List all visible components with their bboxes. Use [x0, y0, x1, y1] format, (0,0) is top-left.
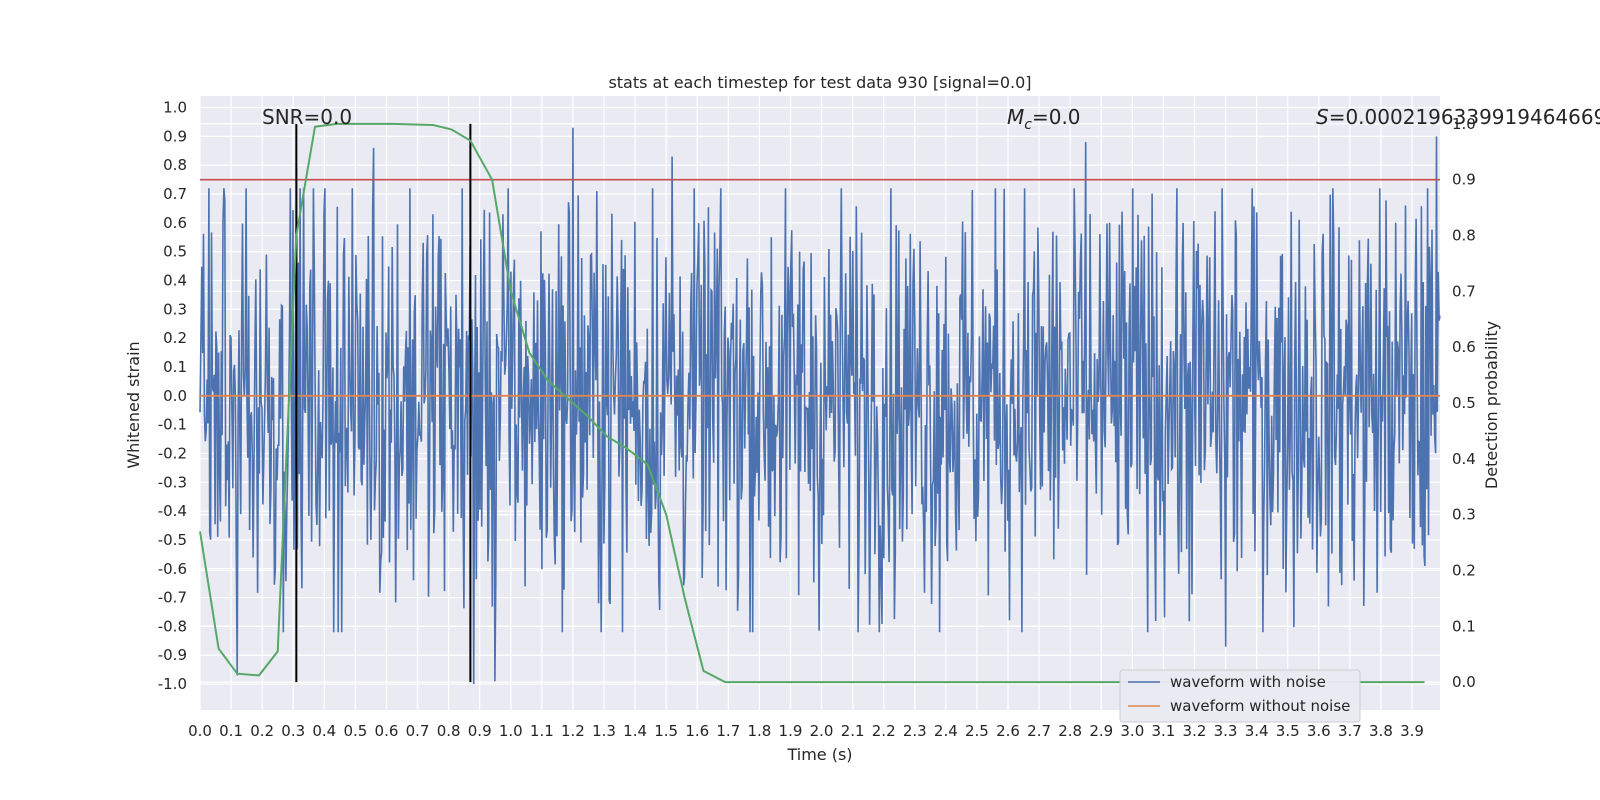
y-tick-label: -0.1 — [158, 416, 187, 434]
x-tick-label: 0.2 — [250, 722, 274, 740]
x-tick-label: 0.1 — [219, 722, 243, 740]
y2-tick-label: 0.8 — [1452, 227, 1476, 245]
x-tick-label: 3.1 — [1151, 722, 1175, 740]
y2-tick-label: 0.3 — [1452, 506, 1476, 524]
legend: waveform with noise waveform without noi… — [1119, 669, 1361, 723]
x-tick-label: 1.1 — [530, 722, 554, 740]
waveform-with-noise-line — [199, 127, 1441, 685]
y2-tick-label: 0.6 — [1452, 338, 1476, 356]
y-tick-label: 0.1 — [163, 358, 187, 376]
y-tick-label: 1.0 — [163, 99, 187, 117]
y2-axis-label: Detection probability — [1482, 321, 1501, 489]
x-tick-label: 1.8 — [747, 722, 771, 740]
x-tick-label: 2.4 — [934, 722, 958, 740]
x-tick-label: 1.0 — [499, 722, 523, 740]
y2-tick-label: 0.1 — [1452, 617, 1476, 635]
y-tick-label: 0.0 — [163, 387, 187, 405]
y-tick-label: 0.2 — [163, 329, 187, 347]
x-tick-label: 3.4 — [1245, 722, 1269, 740]
x-tick-label: 2.7 — [1027, 722, 1051, 740]
x-tick-label: 2.9 — [1089, 722, 1113, 740]
detection-probability-line — [199, 122, 1425, 684]
x-axis-label: Time (s) — [786, 745, 852, 764]
y-tick-label: -0.2 — [158, 444, 187, 462]
x-tick-label: 1.6 — [685, 722, 709, 740]
detection-probability-series — [199, 122, 1425, 684]
y-tick-label: 0.9 — [163, 127, 187, 145]
x-tick-label: 1.4 — [623, 722, 647, 740]
y-tick-label: -0.5 — [158, 531, 187, 549]
chart-title: stats at each timestep for test data 930… — [608, 73, 1031, 92]
x-tick-label: 3.0 — [1120, 722, 1144, 740]
x-tick-label: 0.6 — [375, 722, 399, 740]
y2-tick-label: 0.2 — [1452, 561, 1476, 579]
x-tick-label: 0.4 — [312, 722, 336, 740]
y-axis-label: Whitened strain — [124, 341, 143, 468]
y-tick-label: 0.5 — [163, 243, 187, 261]
y-tick-label: -0.3 — [158, 473, 187, 491]
y-tick-label: -0.4 — [158, 502, 187, 520]
x-tick-label: 2.2 — [872, 722, 896, 740]
s-symbol: S — [1316, 105, 1329, 129]
y2-tick-label: 0.9 — [1452, 171, 1476, 189]
x-tick-label: 2.6 — [996, 722, 1020, 740]
x-tick-label: 2.8 — [1058, 722, 1082, 740]
y-tick-label: 0.3 — [163, 300, 187, 318]
x-tick-label: 2.0 — [810, 722, 834, 740]
y-tick-label: 0.4 — [163, 271, 187, 289]
x-tick-label: 1.9 — [779, 722, 803, 740]
x-tick-label: 2.1 — [841, 722, 865, 740]
x-tick-label: 0.3 — [281, 722, 305, 740]
x-tick-label: 1.7 — [716, 722, 740, 740]
chirp-mass-symbol: M — [1007, 105, 1024, 129]
x-tick-label: 1.3 — [592, 722, 616, 740]
y2-tick-label: 0.7 — [1452, 282, 1476, 300]
x-tick-label: 0.9 — [468, 722, 492, 740]
x-tick-label: 3.8 — [1369, 722, 1393, 740]
y-tick-label: -0.6 — [158, 560, 187, 578]
x-tick-label: 3.6 — [1307, 722, 1331, 740]
y2-tick-label: 1.0 — [1452, 115, 1476, 133]
y2-tick-label: 0.0 — [1452, 673, 1476, 691]
y-tick-label: -0.8 — [158, 617, 187, 635]
x-tick-label: 3.9 — [1400, 722, 1424, 740]
x-tick-label: 0.8 — [437, 722, 461, 740]
s-value: =0.0002196339919464669 — [1329, 105, 1600, 129]
x-tick-labels: 0.0 0.1 0.2 0.3 0.4 0.5 0.6 0.7 0.8 0.9 1.0 1.1 1.2 1… — [188, 722, 1424, 740]
y-tick-label: 0.7 — [163, 185, 187, 203]
x-tick-label: 2.5 — [965, 722, 989, 740]
marker-lines — [295, 123, 472, 683]
x-tick-label: 1.5 — [654, 722, 678, 740]
chirp-mass-subscript: c — [1024, 117, 1032, 133]
legend-label-noise: waveform with noise — [1170, 673, 1326, 691]
snr-annotation: SNR=0.0 — [262, 105, 352, 129]
x-tick-label: 2.3 — [903, 722, 927, 740]
x-tick-label: 1.2 — [561, 722, 585, 740]
chirp-mass-value: =0.0 — [1032, 105, 1081, 129]
waveform-with-noise-series — [199, 127, 1441, 685]
s-annotation: S=0.0002196339919464669 — [1316, 105, 1600, 129]
legend-label-clean: waveform without noise — [1170, 697, 1350, 715]
x-tick-label: 3.3 — [1214, 722, 1238, 740]
y-tick-label: -1.0 — [158, 675, 187, 693]
y2-tick-label: 0.5 — [1452, 394, 1476, 412]
legend-box — [1119, 669, 1361, 723]
x-tick-label: 0.0 — [188, 722, 212, 740]
y-tick-label: -0.7 — [158, 589, 187, 607]
y-tick-label: 0.8 — [163, 156, 187, 174]
x-tick-label: 3.5 — [1276, 722, 1300, 740]
x-tick-label: 0.7 — [406, 722, 430, 740]
x-tick-label: 3.7 — [1338, 722, 1362, 740]
chirp-mass-annotation: Mc=0.0 — [1007, 105, 1081, 133]
y2-tick-label: 0.4 — [1452, 450, 1476, 468]
y-tick-label: -0.9 — [158, 646, 187, 664]
y-tick-label: 0.6 — [163, 214, 187, 232]
y2-tick-labels: 1.0 0.9 0.8 0.7 0.6 0.5 0.4 0.3 0.2 0.1 0.0 — [1452, 115, 1476, 691]
x-tick-label: 0.5 — [343, 722, 367, 740]
y-tick-labels: 1.0 0.9 0.8 0.7 0.6 0.5 0.4 0.3 0.2 0.1 0.0 -0.1 -0.… — [158, 99, 187, 694]
x-tick-label: 3.2 — [1183, 722, 1207, 740]
